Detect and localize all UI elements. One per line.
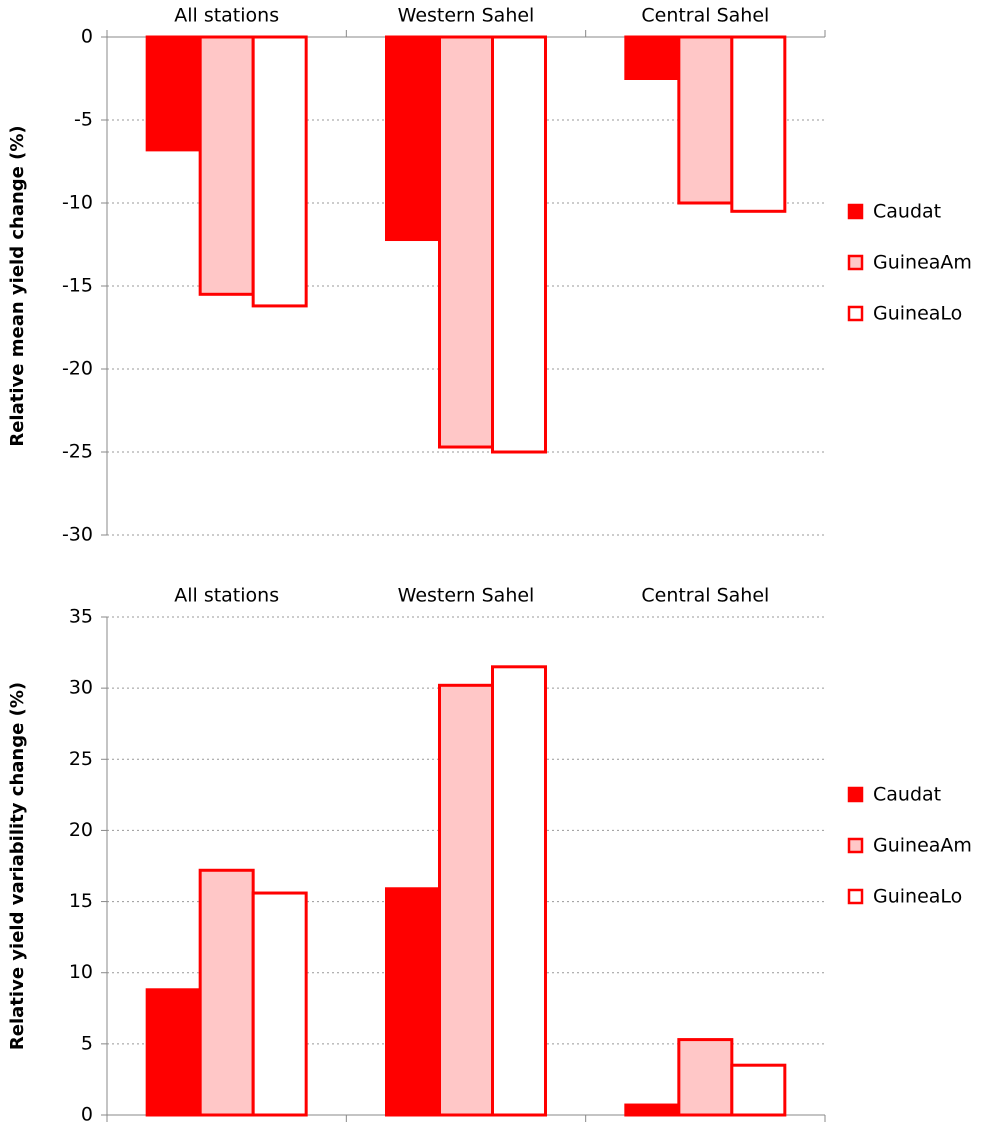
y-tick-label: 5 bbox=[81, 1032, 93, 1054]
bar bbox=[251, 891, 308, 1117]
legend-label: GuineaAm bbox=[873, 835, 972, 857]
bar bbox=[730, 35, 787, 213]
legend-label: Caudat bbox=[873, 201, 941, 223]
y-tick-label: 0 bbox=[81, 1104, 93, 1126]
y-axis-label: Relative mean yield change (%) bbox=[7, 125, 28, 446]
y-tick-label: 20 bbox=[69, 819, 93, 841]
legend-label: GuineaLo bbox=[873, 886, 962, 908]
y-tick-label: 15 bbox=[69, 890, 93, 912]
y-tick-label: -10 bbox=[62, 192, 93, 214]
bar bbox=[677, 35, 734, 205]
bar bbox=[677, 1038, 734, 1117]
category-label: Central Sahel bbox=[641, 585, 769, 607]
bar bbox=[251, 35, 308, 308]
legend-label: GuineaAm bbox=[873, 252, 972, 274]
y-tick-label: -15 bbox=[62, 275, 93, 297]
category-label: All stations bbox=[174, 5, 279, 27]
bar bbox=[491, 665, 547, 1117]
category-label: All stations bbox=[174, 585, 279, 607]
bar bbox=[198, 35, 255, 296]
legend-swatch bbox=[847, 786, 864, 803]
y-tick-label: -5 bbox=[74, 109, 93, 131]
category-label: Western Sahel bbox=[398, 585, 535, 607]
bar bbox=[385, 35, 441, 242]
legend-label: GuineaLo bbox=[873, 303, 962, 325]
legend-swatch bbox=[847, 254, 864, 271]
y-tick-label: 30 bbox=[69, 677, 93, 699]
bar bbox=[438, 683, 494, 1117]
legend-swatch bbox=[847, 888, 864, 905]
y-tick-label: 35 bbox=[69, 606, 93, 628]
y-tick-label: -25 bbox=[62, 441, 93, 463]
y-tick-label: -20 bbox=[62, 358, 93, 380]
bar bbox=[438, 35, 494, 449]
legend-label: Caudat bbox=[873, 784, 941, 806]
bar bbox=[385, 887, 441, 1117]
y-tick-label: 10 bbox=[69, 961, 93, 983]
bar bbox=[145, 35, 202, 152]
legend-swatch bbox=[847, 305, 864, 322]
y-axis-label: Relative yield variability change (%) bbox=[7, 682, 28, 1050]
bar bbox=[491, 35, 547, 454]
bar bbox=[145, 988, 202, 1117]
y-tick-label: 25 bbox=[69, 748, 93, 770]
category-label: Western Sahel bbox=[398, 5, 535, 27]
y-tick-label: 0 bbox=[81, 26, 93, 48]
bar bbox=[198, 868, 255, 1117]
y-tick-label: -30 bbox=[62, 524, 93, 546]
legend-swatch bbox=[847, 203, 864, 220]
bar bbox=[624, 35, 681, 80]
category-label: Central Sahel bbox=[641, 5, 769, 27]
bar bbox=[624, 1103, 681, 1117]
bar bbox=[730, 1063, 787, 1117]
legend-swatch bbox=[847, 837, 864, 854]
